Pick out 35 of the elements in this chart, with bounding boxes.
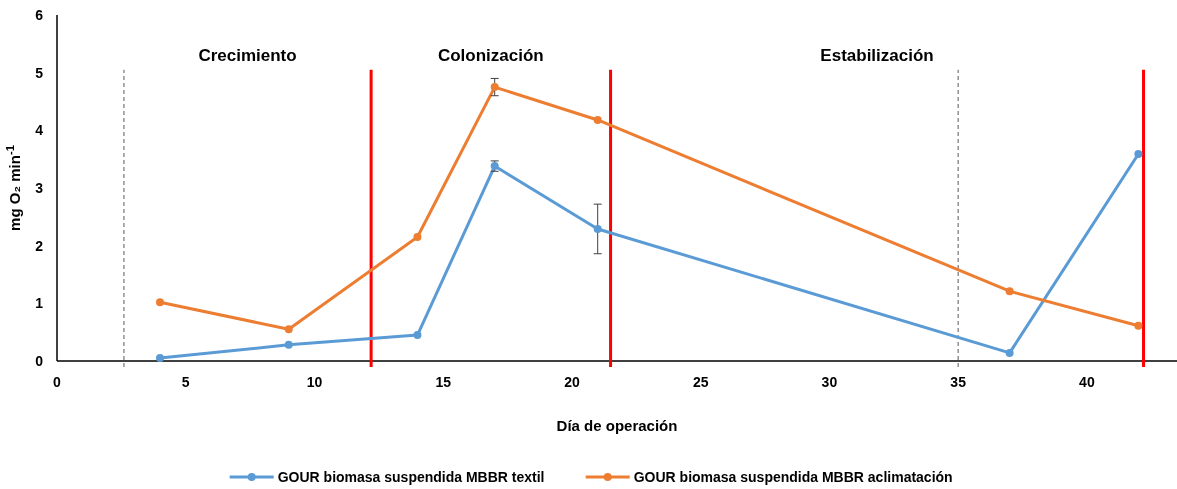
y-tick-label: 0 [35, 352, 44, 369]
y-tick-label: 2 [35, 237, 44, 254]
point [155, 298, 164, 307]
point [1005, 348, 1014, 357]
y-tick-label: 1 [35, 295, 44, 312]
y-tick-label: 4 [35, 122, 44, 139]
point [593, 115, 602, 124]
point [1005, 287, 1014, 296]
x-tick-label: 30 [821, 374, 838, 390]
point [413, 233, 422, 242]
y-tick-label: 6 [35, 6, 44, 23]
legend-label: GOUR biomasa suspendida MBBR textil [277, 468, 545, 485]
y-tick-label: 3 [35, 179, 44, 196]
point [284, 325, 293, 334]
point [1134, 321, 1143, 330]
point [284, 340, 293, 349]
point [413, 331, 422, 340]
x-tick-label: 35 [950, 374, 967, 390]
x-tick-label: 15 [435, 374, 452, 390]
point [490, 83, 499, 92]
point [155, 354, 164, 363]
x-tick-label: 5 [181, 374, 190, 390]
annotation: Estabilización [820, 45, 934, 65]
point [593, 224, 602, 233]
x-tick-label: 20 [564, 374, 580, 390]
legend-label: GOUR biomasa suspendida MBBR aclimatación [633, 468, 953, 485]
annotation: Crecimiento [198, 45, 297, 65]
x-axis-title: Día de operación [556, 417, 678, 434]
x-tick-label: 10 [306, 374, 323, 390]
annotation: Colonización [437, 45, 544, 65]
x-tick-label: 40 [1079, 374, 1095, 390]
x-tick-label: 0 [53, 374, 62, 390]
point [1134, 149, 1143, 158]
y-tick-label: 5 [35, 64, 44, 81]
x-tick-label: 25 [692, 374, 709, 390]
